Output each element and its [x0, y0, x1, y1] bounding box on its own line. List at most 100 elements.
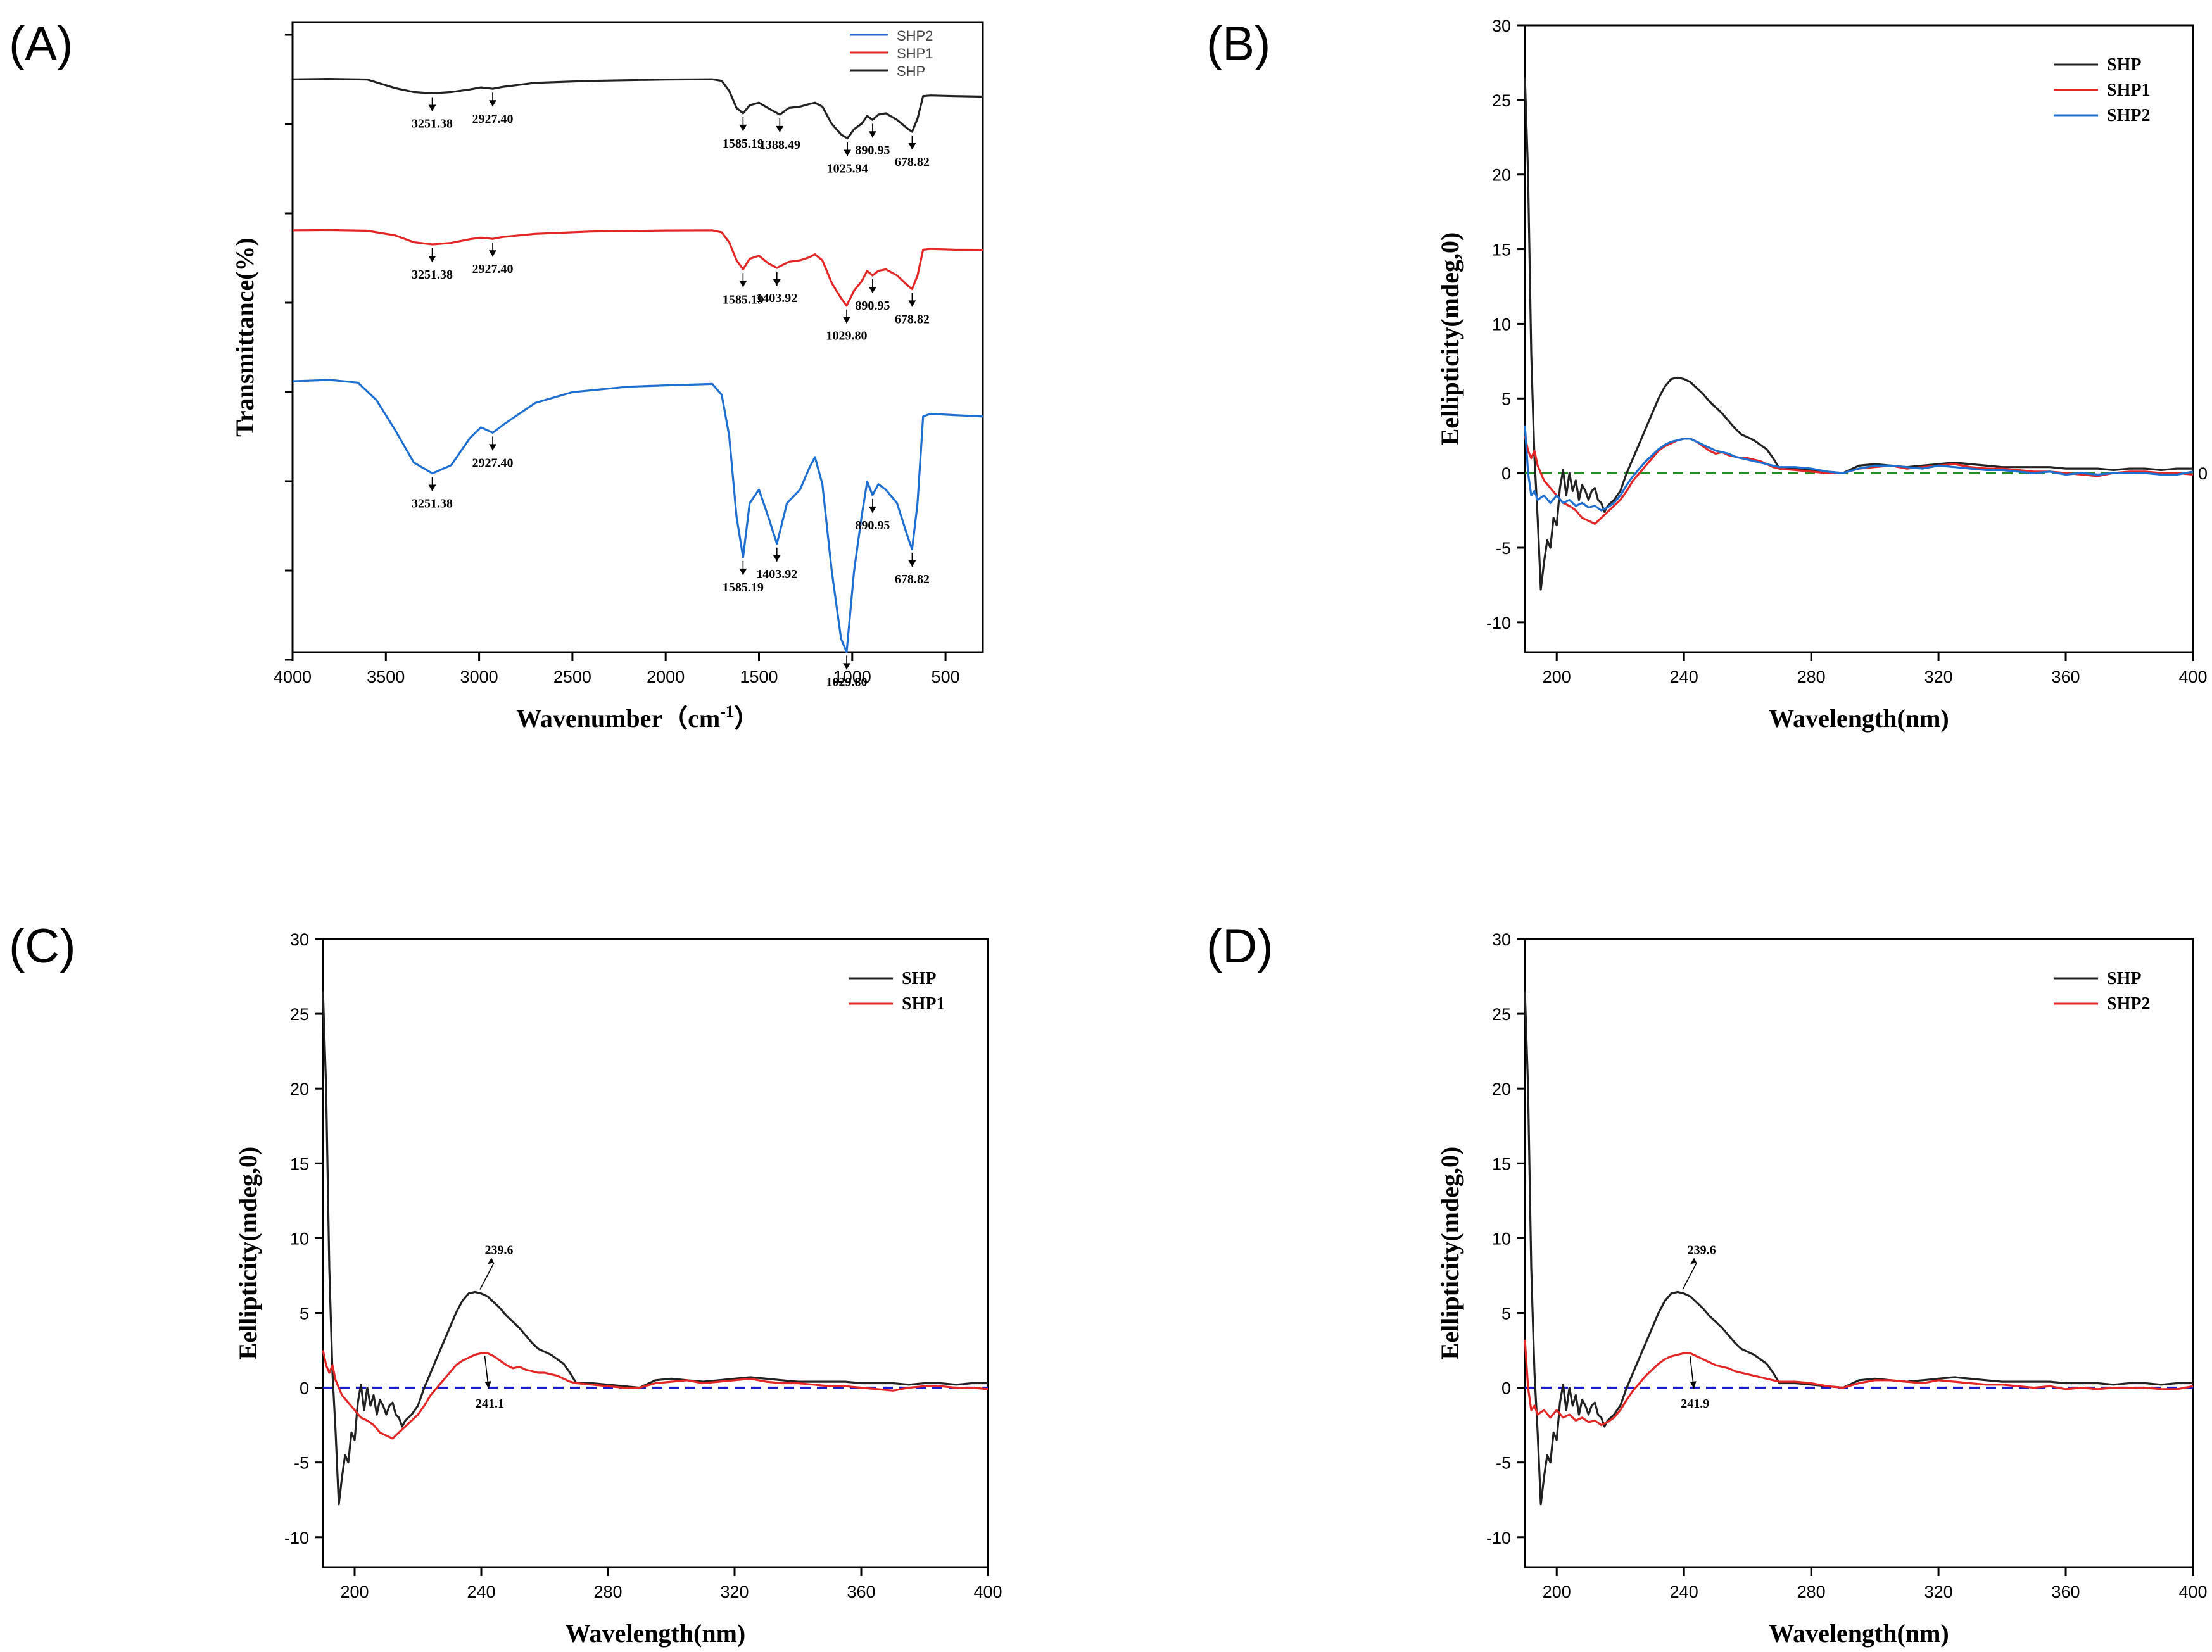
x-tick-label: 1500 — [740, 667, 778, 686]
x-tick-label: 360 — [847, 1582, 875, 1601]
legend-label: SHP — [2107, 55, 2141, 75]
peak-annotation: 2927.40 — [472, 456, 513, 470]
y-tick-label: 5 — [1501, 389, 1511, 408]
legend: SHP SHP1 — [849, 969, 945, 1014]
y-tick-label: 5 — [1501, 1304, 1511, 1323]
series-line-shp — [1524, 991, 2193, 1506]
x-tick-label: 320 — [1924, 1582, 1953, 1601]
plot-frame — [1524, 938, 2194, 1568]
series-line-shp2 — [1524, 425, 2194, 512]
y-tick-label: 10 — [1492, 1229, 1511, 1248]
legend-label: SHP — [902, 969, 936, 988]
annotation-arrowhead — [773, 279, 781, 286]
annotation-arrowhead — [1690, 1381, 1697, 1389]
y-tick-label: 0 — [300, 1379, 309, 1398]
legend-label: SHP — [897, 63, 925, 79]
x-tick-label: 3000 — [460, 667, 498, 686]
peak-annotation: 1403.92 — [756, 291, 797, 305]
annotation-arrowhead — [908, 143, 916, 150]
annotation-arrowhead — [739, 281, 747, 287]
annotation-arrow — [479, 1263, 495, 1290]
y-tick-label: 25 — [1492, 1005, 1511, 1024]
annotation-arrowhead — [428, 484, 436, 491]
x-axis-title-sup: -1 — [720, 702, 734, 721]
x-tick-label: 500 — [932, 667, 960, 686]
x-tick-label: 1000 — [833, 667, 871, 686]
annotation-arrowhead — [428, 256, 436, 263]
legend: SHP2 SHP1 SHP — [850, 28, 933, 79]
x-tick-label: 400 — [973, 1582, 1002, 1601]
annotation-arrowhead — [908, 560, 916, 567]
annotation-arrowhead — [868, 506, 876, 513]
series-line-shp2 — [292, 379, 983, 653]
peak-annotation: 3251.38 — [412, 497, 453, 511]
y-tick-label: 25 — [290, 1005, 309, 1024]
annotation-arrowhead — [484, 1381, 491, 1389]
legend-label: SHP2 — [2107, 994, 2150, 1014]
y-tick-label: 15 — [1492, 1154, 1511, 1173]
annotation-arrowhead — [488, 444, 496, 451]
legend: SHP SHP2 — [2054, 969, 2150, 1014]
annotation-arrowhead — [908, 300, 916, 307]
plot-frame — [322, 938, 989, 1568]
peak-annotation: 678.82 — [895, 572, 930, 586]
y-tick-label: -10 — [1486, 614, 1511, 633]
right-zero-marker: 0 — [2198, 464, 2208, 483]
y-axis-title: Eellipticity(mdeg,0) — [234, 1147, 262, 1360]
legend: SHP SHP1 SHP2 — [2054, 55, 2150, 125]
series-line-shp1 — [292, 229, 983, 307]
panel-d: (D) 200 240 280 320 360 400 -10 -5 0 5 10 15 20 25 30 Wa… — [1206, 919, 2208, 1648]
annotation-arrowhead — [843, 317, 851, 324]
y-tick-label: 20 — [290, 1080, 309, 1099]
x-tick-label: 360 — [2052, 1582, 2080, 1601]
peak-annotation: 2927.40 — [472, 112, 513, 126]
x-axis-title: Wavelength(nm) — [566, 1619, 745, 1648]
x-axis-title: Wavenumber（cm-1） — [516, 702, 759, 733]
peak-annotation: 678.82 — [895, 312, 930, 326]
y-tick-label: 0 — [1501, 464, 1511, 483]
annotation-arrowhead — [868, 131, 876, 138]
panel-label: (B) — [1206, 17, 1270, 71]
annotation-arrowhead — [739, 124, 747, 131]
peak-annotation: 890.95 — [855, 299, 890, 313]
series-line-shp — [1524, 77, 2193, 591]
x-tick-label: 240 — [1670, 667, 1698, 686]
y-axis-title: Transmittance(%) — [231, 237, 259, 437]
x-axis-title: Wavelength(nm) — [1769, 704, 1949, 733]
x-tick-label: 240 — [467, 1582, 495, 1601]
y-axis-title: Eellipticity(mdeg,0) — [1436, 1147, 1464, 1360]
y-tick-label: 15 — [1492, 241, 1511, 260]
x-tick-label: 320 — [1924, 667, 1953, 686]
series-line-shp — [322, 991, 988, 1506]
x-tick-label: 280 — [1797, 667, 1826, 686]
y-tick-label: -10 — [284, 1529, 309, 1548]
panel-label: (D) — [1206, 919, 1273, 973]
y-tick-label: 30 — [1492, 930, 1511, 949]
peak-annotation: 239.6 — [485, 1243, 514, 1257]
x-tick-label: 200 — [340, 1582, 369, 1601]
x-tick-label: 3500 — [367, 667, 405, 686]
y-axis-title: Eellipticity(mdeg,0) — [1436, 232, 1464, 446]
x-tick-label: 200 — [1543, 667, 1571, 686]
annotation-arrowhead — [488, 250, 496, 257]
annotation-arrowhead — [844, 149, 852, 156]
y-tick-label: 20 — [1492, 166, 1511, 185]
plot-frame — [291, 21, 984, 653]
y-tick-label: 30 — [290, 930, 309, 949]
legend-label: SHP1 — [902, 994, 945, 1014]
x-tick-label: 280 — [593, 1582, 622, 1601]
annotation-arrowhead — [776, 125, 784, 132]
peak-annotation: 890.95 — [855, 143, 890, 157]
peak-annotation: 1585.19 — [723, 581, 764, 595]
panel-b: (B) 200 240 280 320 360 400 -10 -5 0 5 10 15 20 25 30 0 W… — [1206, 16, 2208, 733]
x-tick-label: 320 — [720, 1582, 749, 1601]
x-tick-label: 4000 — [274, 667, 312, 686]
panel-label: (A) — [9, 17, 73, 71]
y-tick-label: 10 — [1492, 315, 1511, 334]
annotation-arrowhead — [739, 568, 747, 575]
x-tick-label: 240 — [1670, 1582, 1698, 1601]
y-tick-label: 30 — [1492, 16, 1511, 35]
annotation-arrowhead — [428, 104, 436, 111]
panel-c: (C) 200 240 280 320 360 400 -10 -5 0 5 10 15 20 25 30 Wa… — [9, 919, 1002, 1648]
legend-label: SHP1 — [2107, 80, 2150, 100]
